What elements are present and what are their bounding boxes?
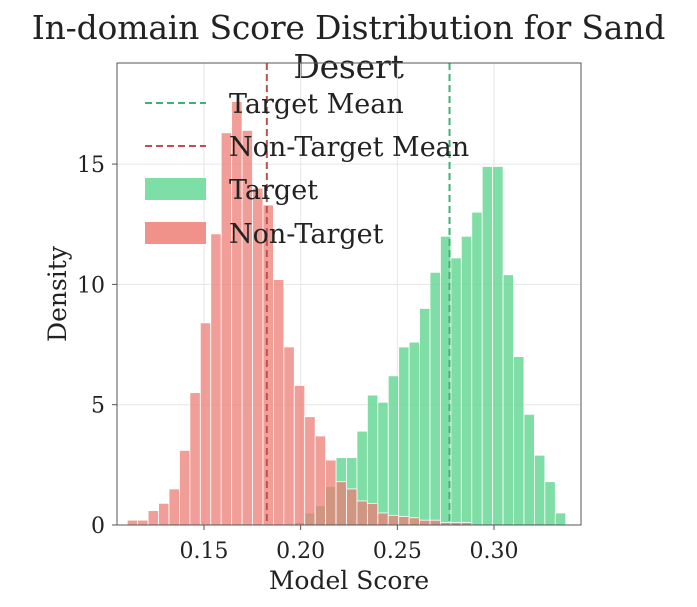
y-tick-label: 15 <box>77 153 105 178</box>
non-target-bar <box>283 346 295 526</box>
legend-non-target-label: Non-Target <box>229 219 384 250</box>
legend-non-target-swatch <box>145 222 206 244</box>
non-target-bar <box>179 450 191 526</box>
chart-title: In-domain Score Distribution for Sand De… <box>31 8 666 86</box>
target-bar <box>554 512 567 526</box>
target-bar <box>408 341 420 526</box>
non-target-bar <box>137 519 149 526</box>
legend-target-mean-label: Target Mean <box>229 89 404 120</box>
non-target-bar <box>210 233 222 526</box>
plot-frame <box>116 62 582 526</box>
non-target-bar <box>293 385 306 526</box>
non-target-bar <box>199 322 212 526</box>
target-bar <box>534 454 546 526</box>
target-bar <box>398 346 410 526</box>
legend: Target Mean Non-Target Mean Target Non-Targ… <box>145 89 469 250</box>
non-target-bar <box>419 519 431 526</box>
x-axis-label: Model Score <box>269 566 429 595</box>
y-tick-label: 10 <box>77 273 105 298</box>
target-bar <box>502 274 514 526</box>
mean-lines <box>265 63 451 525</box>
legend-target-swatch <box>145 178 206 200</box>
non-target-bar <box>158 502 170 526</box>
non-target-bar <box>429 519 441 526</box>
target-bar <box>471 211 483 526</box>
target-bar <box>513 356 525 526</box>
target-bar <box>523 413 535 526</box>
y-tick-label: 0 <box>91 514 105 539</box>
target-bar <box>460 235 473 526</box>
non-target-bar <box>126 519 139 526</box>
y-tick-label: 5 <box>91 394 105 419</box>
non-target-bar <box>377 512 389 526</box>
target-bar <box>419 308 431 526</box>
non-target-bar <box>314 435 327 526</box>
non-target-bar <box>325 459 337 526</box>
target-bar <box>450 257 462 526</box>
non-target-bar <box>366 502 379 526</box>
legend-non-target-mean-label: Non-Target Mean <box>229 132 469 163</box>
non-target-bar <box>398 516 410 526</box>
non-target-bar <box>304 416 316 526</box>
target-bar <box>544 481 556 526</box>
non-target-bar <box>346 488 358 526</box>
non-target-bars <box>126 101 473 526</box>
target-bar <box>429 271 441 526</box>
target-bar <box>377 401 389 526</box>
x-tick-label: 0.25 <box>373 539 422 564</box>
x-tick-label: 0.15 <box>180 539 229 564</box>
non-target-bar <box>168 488 180 526</box>
non-target-bar <box>335 481 347 526</box>
x-tick-label: 0.30 <box>470 539 519 564</box>
target-bar <box>481 166 494 526</box>
non-target-bar <box>262 204 274 526</box>
non-target-bar <box>147 510 159 526</box>
non-target-bar <box>189 392 201 526</box>
x-tick-label: 0.20 <box>276 539 325 564</box>
non-target-bar <box>387 514 400 526</box>
y-axis-label: Density <box>43 245 72 342</box>
non-target-bar <box>408 517 420 526</box>
target-bar <box>492 166 504 526</box>
non-target-bar <box>273 279 285 526</box>
axis-ticks: 0.15 0.20 0.25 0.30 0 5 10 15 <box>77 153 518 564</box>
target-bar <box>387 375 400 526</box>
non-target-bar <box>356 500 368 526</box>
non-target-bar <box>231 101 243 526</box>
legend-target-label: Target <box>229 175 318 206</box>
